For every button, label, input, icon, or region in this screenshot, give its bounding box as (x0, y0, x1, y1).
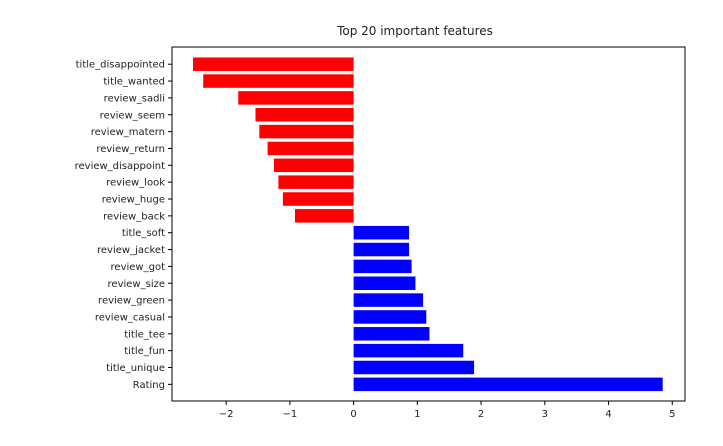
bar-review-look (278, 175, 354, 189)
x-ticks: −2 −1 0 1 2 3 4 5 (219, 401, 675, 420)
bar-review-size (353, 276, 416, 290)
y-tick-label: review_green (98, 296, 165, 307)
x-tick-label: 5 (669, 409, 675, 420)
bar-review-got (353, 259, 412, 274)
y-tick-label: review_look (106, 178, 165, 189)
bar-review-jacket (353, 242, 410, 257)
y-tick-label: review_sadli (104, 93, 165, 104)
bar-title-fun (353, 343, 464, 358)
y-tick-label: review_size (108, 279, 165, 290)
bar-rating (353, 377, 663, 392)
bar-review-seem (255, 108, 354, 122)
bar-title-disappointed (193, 57, 354, 71)
bar-review-huge (282, 192, 354, 206)
y-tick-label: title_unique (106, 363, 165, 374)
x-tick-label: 2 (478, 409, 484, 420)
bars-group (193, 57, 663, 392)
bar-title-wanted (203, 74, 354, 88)
bar-review-sadli (238, 91, 354, 105)
bar-title-tee (353, 327, 430, 341)
bar-review-matern (259, 124, 354, 139)
axes-frame (171, 46, 686, 402)
y-tick-label: review_got (111, 262, 166, 273)
x-tick-label: 4 (605, 409, 611, 420)
x-tick-label: 0 (350, 409, 356, 420)
y-tick-label: Rating (133, 380, 165, 391)
y-tick-label: review_seem (100, 110, 165, 121)
bar-review-green (353, 293, 424, 307)
y-tick-label: title_tee (124, 329, 165, 340)
y-tick-label: review_back (103, 211, 165, 222)
bar-title-unique (353, 360, 475, 375)
bar-review-disappoint (273, 158, 354, 173)
y-tick-label: review_casual (95, 312, 165, 323)
bar-title-soft (353, 225, 410, 240)
x-tick-label: −1 (283, 409, 298, 420)
bar-review-casual (353, 310, 427, 324)
y-tick-label: title_disappointed (76, 60, 165, 71)
x-tick-label: 3 (542, 409, 548, 420)
y-tick-label: review_disappoint (75, 161, 165, 172)
bar-review-return (267, 141, 354, 156)
y-tick-label: review_huge (102, 195, 165, 206)
y-tick-label: title_fun (124, 346, 165, 357)
y-tick-labels: title_disappointed title_wanted review_sad… (75, 60, 172, 391)
bar-review-back (294, 209, 354, 223)
y-tick-label: title_soft (122, 228, 165, 239)
x-tick-label: −2 (219, 409, 234, 420)
y-tick-label: title_wanted (103, 77, 165, 88)
chart-title: Top 20 important features (336, 24, 493, 38)
y-tick-label: review_matern (91, 127, 165, 138)
y-tick-label: review_jacket (97, 245, 165, 256)
x-tick-label: 1 (414, 409, 420, 420)
y-tick-label: review_return (96, 144, 165, 155)
